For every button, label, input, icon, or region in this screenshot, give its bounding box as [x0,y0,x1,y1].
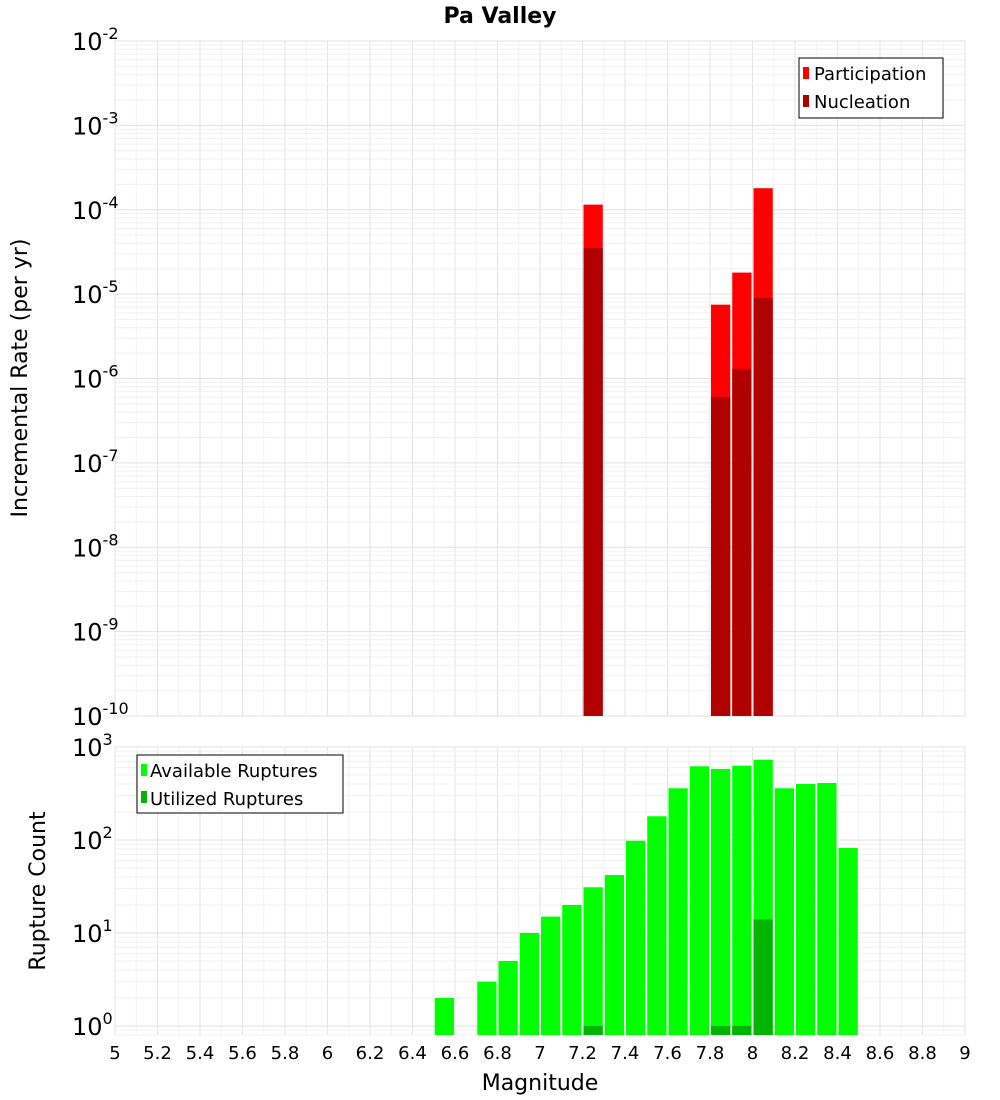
x-tick-label: 7.2 [568,1043,597,1064]
bottom-bar-available-ruptures [838,848,858,1035]
x-tick-label: 6.6 [441,1043,470,1064]
bottom-bar-available-ruptures [711,769,731,1035]
bottom-bar-available-ruptures [562,904,582,1035]
y-tick-label: 10-6 [72,362,119,394]
bottom-legend-box [136,754,344,814]
bottom-bar-available-ruptures [817,783,837,1035]
bottom-bar-available-ruptures [796,784,816,1035]
bottom-bar-available-ruptures [583,887,603,1035]
bottom-bar-available-ruptures [732,765,752,1035]
x-tick-label: 7.8 [696,1043,725,1064]
bottom-y-axis-label: Rupture Count [26,811,51,971]
bottom-bar-available-ruptures [604,875,624,1035]
x-tick-label: 7.4 [611,1043,640,1064]
legend-swatch-participation [803,67,809,79]
y-tick-label: 10-10 [72,699,129,731]
y-tick-label: 10-8 [72,530,119,562]
bottom-bar-available-ruptures [689,766,709,1035]
x-tick-label: 8.4 [823,1043,852,1064]
bottom-bar-available-ruptures [668,788,688,1035]
top-grid [114,40,966,717]
x-axis-label: Magnitude [482,1071,599,1096]
bottom-legend: Available Ruptures Utilized Ruptures [136,754,344,814]
x-tick-label: 6 [322,1043,333,1064]
x-tick-label: 8 [747,1043,758,1064]
y-tick-label: 10-5 [72,277,119,309]
y-tick-label: 102 [72,823,113,855]
bottom-y-ticks: 100 101 102 103 [72,730,113,1041]
top-y-axis-label: Incremental Rate (per yr) [8,239,33,518]
legend-label-participation: Participation [814,64,926,85]
bottom-bar-available-ruptures [541,916,561,1035]
top-legend: Participation Nucleation [798,57,944,119]
x-tick-label: 9 [959,1043,970,1064]
x-tick-label: 6.4 [398,1043,427,1064]
top-bar-nucleation [583,248,603,717]
y-tick-label: 10-4 [72,193,119,225]
bottom-bar-available-ruptures [477,981,497,1035]
legend-label-nucleation: Nucleation [814,92,910,113]
bottom-bar-available-ruptures [519,932,539,1035]
legend-label-utilized: Utilized Ruptures [150,789,303,810]
bottom-bar-available-ruptures [647,816,667,1035]
top-bar-nucleation [732,368,752,716]
x-tick-label: 7.6 [653,1043,682,1064]
y-tick-label: 10-3 [72,108,119,140]
x-tick-label: 8.8 [908,1043,937,1064]
y-tick-label: 10-9 [72,615,119,647]
legend-swatch-utilized [141,791,147,803]
bottom-chart-panel: 100 101 102 103 5 5.2 5.4 5.6 5.8 6 6.2 6.4 6.6 6.8 7… [26,730,971,1096]
y-tick-label: 10-7 [72,446,119,478]
legend-swatch-nucleation [803,95,809,107]
bottom-bar-available-ruptures [774,788,794,1035]
y-tick-label: 101 [72,916,113,948]
top-legend-box [798,57,944,119]
bottom-bars [434,759,858,1035]
top-bar-nucleation [711,397,731,716]
x-tick-label: 7 [534,1043,545,1064]
bottom-bar-available-ruptures [434,997,454,1035]
bottom-bar-utilized-ruptures [732,1025,752,1035]
bottom-bar-utilized-ruptures [583,1025,603,1035]
x-tick-label: 8.6 [866,1043,895,1064]
y-tick-label: 100 [72,1009,113,1041]
x-tick-label: 5 [109,1043,120,1064]
bottom-bar-utilized-ruptures [711,1025,731,1035]
bottom-bar-available-ruptures [498,960,518,1035]
top-chart-panel: 10-10 10-9 10-8 10-7 10-6 10-5 10-4 10-3 10-2 In… [8,24,966,731]
x-tick-label: 5.6 [228,1043,257,1064]
y-tick-label: 103 [72,730,113,762]
top-y-ticks: 10-10 10-9 10-8 10-7 10-6 10-5 10-4 10-3 10-2 [72,24,129,731]
x-tick-label: 5.8 [271,1043,300,1064]
chart-title: Pa Valley [443,4,556,29]
top-bars [583,188,773,717]
x-tick-label: 6.8 [483,1043,512,1064]
legend-swatch-available [141,764,147,776]
y-tick-label: 10-2 [72,24,119,56]
x-tick-label: 5.4 [186,1043,215,1064]
x-tick-label: 8.2 [781,1043,810,1064]
bottom-bar-available-ruptures [626,840,646,1035]
bottom-bar-utilized-ruptures [753,919,773,1035]
x-ticks: 5 5.2 5.4 5.6 5.8 6 6.2 6.4 6.6 6.8 7 7.2 7.4 7.6 7.8 8… [109,1043,970,1064]
top-bar-nucleation [753,297,773,716]
x-tick-label: 6.2 [356,1043,385,1064]
x-tick-label: 5.2 [143,1043,172,1064]
legend-label-available: Available Ruptures [150,761,318,782]
